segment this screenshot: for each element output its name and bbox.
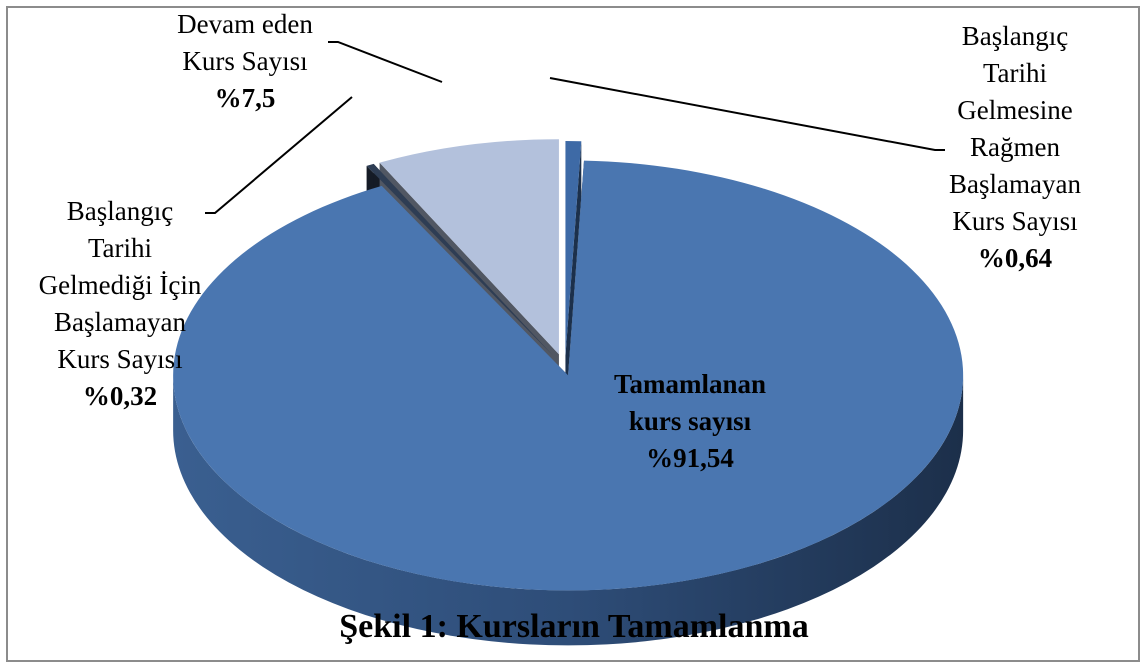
leader-line [205,96,353,214]
category-label: Tamamlanan kurs sayısı [613,369,767,436]
slice-tops [173,139,964,591]
pie-slice [565,141,582,357]
value-label: %7,5 [214,83,276,113]
slice-side [173,375,964,646]
category-label: Devam eden Kurs Sayısı [177,9,313,76]
slice-label: Tamamlanan kurs sayısı %91,54 [570,366,810,477]
pie-slice [379,139,559,355]
leader-line [328,41,443,83]
category-label: Başlangıç Tarihi Gelmediği İçin Başlamay… [38,196,202,374]
pie-slice [366,163,553,356]
slice-label: Başlangıç Tarihi Gelmesine Rağmen Başlam… [920,18,1110,277]
leader-line [549,77,945,151]
frame [6,6,1140,662]
value-label: %91,54 [646,443,734,473]
slice-label: Başlangıç Tarihi Gelmediği İçin Başlamay… [10,193,230,415]
category-label: Başlangıç Tarihi Gelmesine Rağmen Başlam… [949,21,1081,236]
chart-title: Şekil 1: Kursların Tamamlanma [339,608,809,645]
pie-slice [173,160,964,591]
value-label: %0,64 [977,243,1053,273]
slice-cut [565,141,582,412]
value-label: %0,32 [82,381,158,411]
leader-lines [205,41,945,214]
slice-label: Devam eden Kurs Sayısı %7,5 [145,6,345,117]
